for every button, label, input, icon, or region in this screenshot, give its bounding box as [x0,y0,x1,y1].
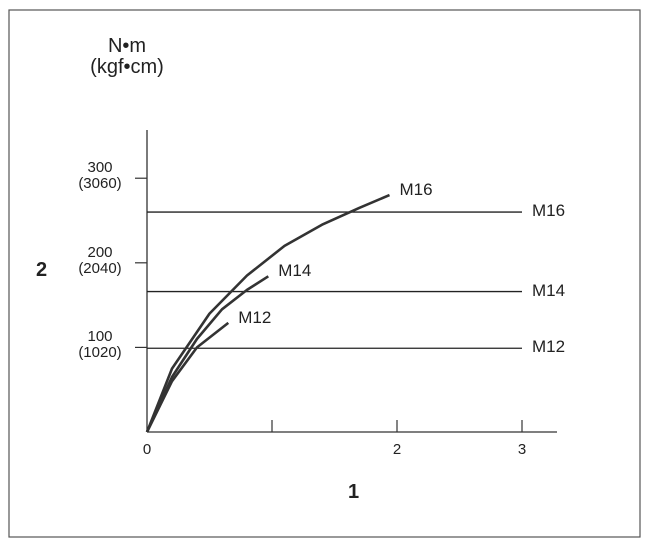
frame [8,9,641,538]
y-unit-label: N•m (kgf•cm) [90,35,164,78]
reference-label: M16 [532,201,566,221]
y-tick-label: 200 (2040) [78,243,122,277]
y-tick-label: 100 (1020) [78,328,122,362]
x-tick-label: 2 [392,441,402,458]
y-tick-label: 300 (3060) [78,159,122,192]
curve-label: M14 [278,261,312,281]
curve-label: M12 [238,307,272,327]
reference-label: M14 [532,280,566,300]
y-axis-label: 2 [36,259,48,281]
curve [145,275,269,433]
curve-label: M16 [399,180,433,200]
curve [145,193,391,433]
x-tick-label: 3 [517,441,527,458]
curve [145,321,230,433]
x-axis-label: 1 [348,481,360,503]
reference-label: M12 [532,337,566,357]
x-tick-label: 0 [142,441,152,458]
